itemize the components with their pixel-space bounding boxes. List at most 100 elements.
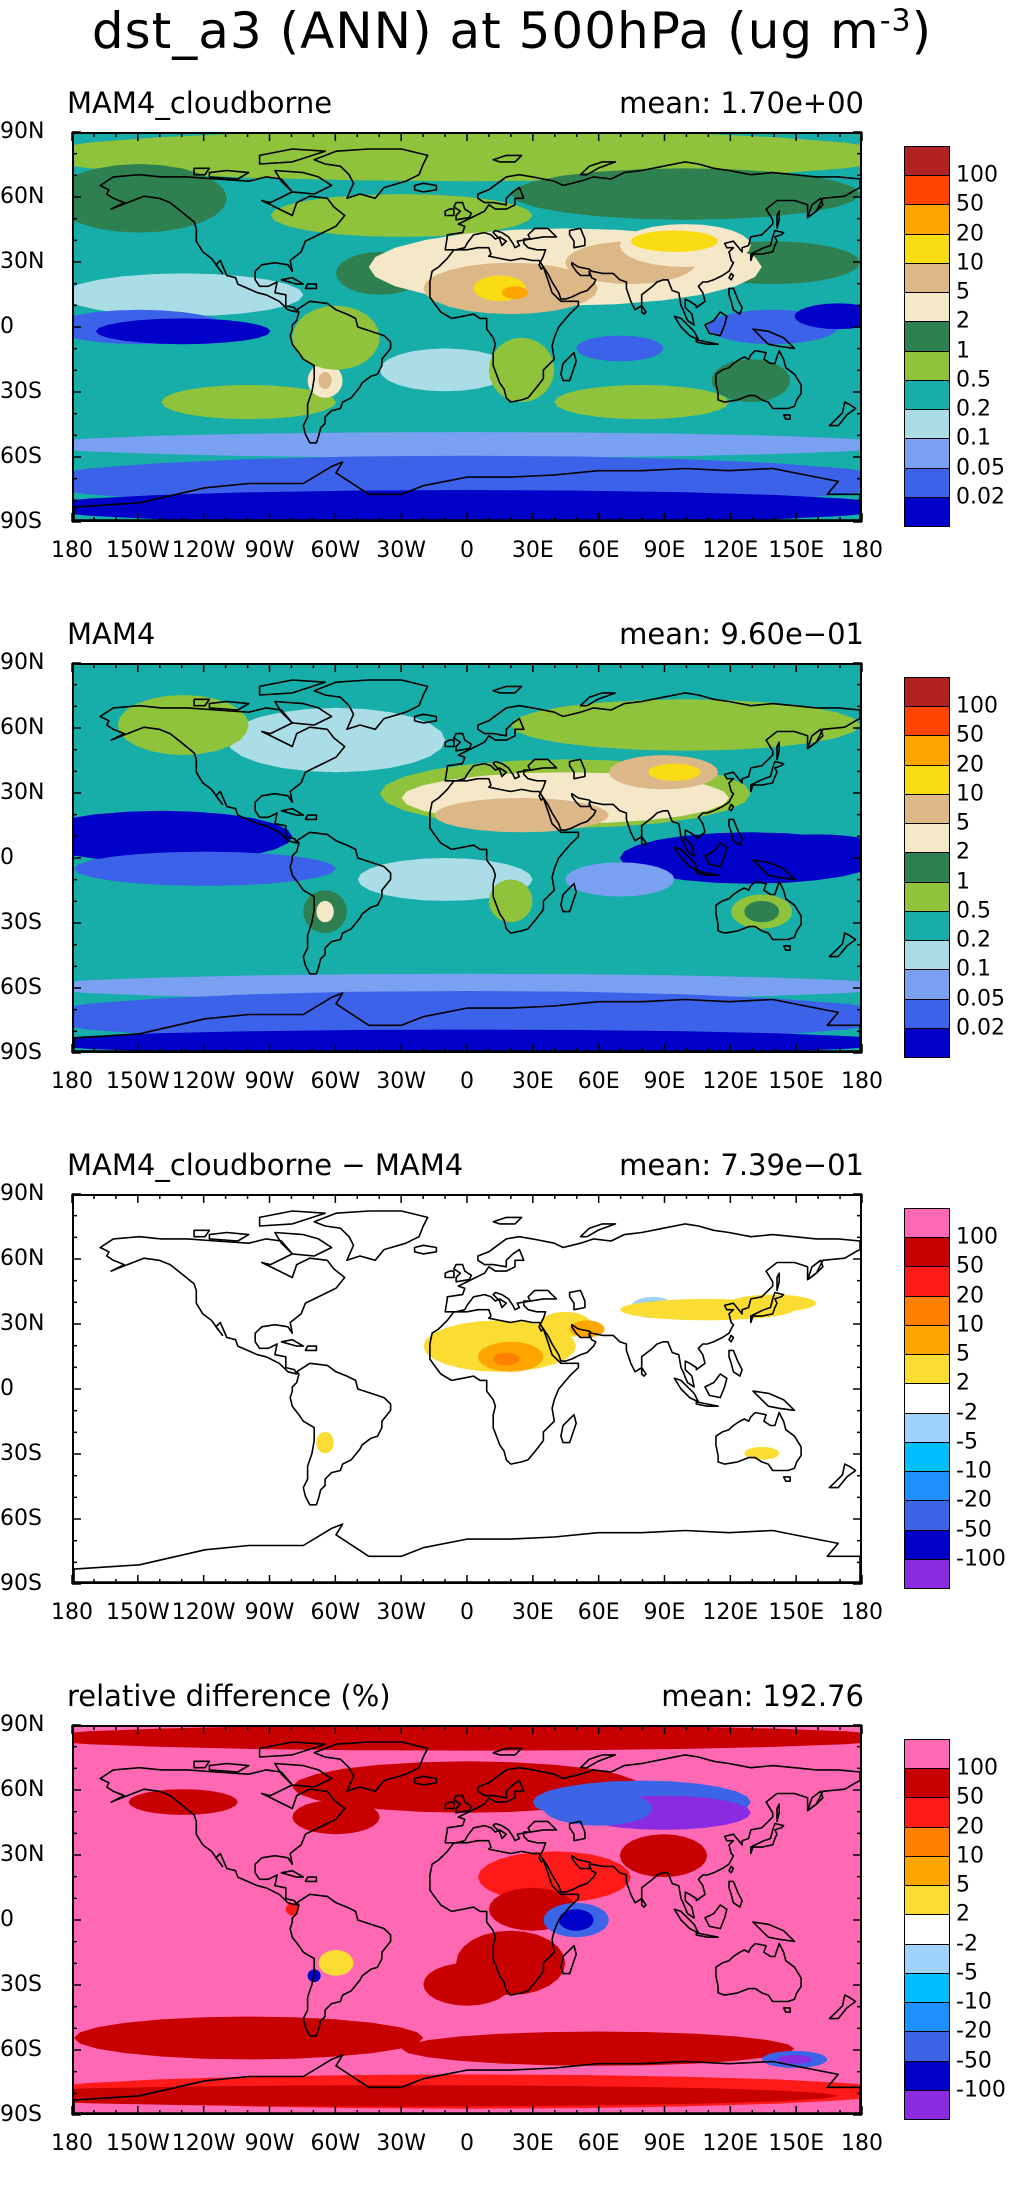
lat-tick-label: 90N [0, 650, 45, 675]
lon-tick-label: 90E [643, 2131, 686, 2156]
coastline-madagascar [560, 1413, 577, 1444]
colorbar-swatch [904, 852, 950, 883]
contour-region [554, 384, 729, 420]
coastline-novaya [579, 1223, 617, 1238]
colorbar-level-label: 5 [956, 1872, 970, 1898]
coastline-sakhalin [776, 741, 780, 761]
colorbar-level-label: -2 [956, 1931, 978, 1957]
lon-tick-label: 30W [376, 2131, 427, 2156]
lon-tick-label: 30W [376, 1069, 427, 1094]
contour-region [316, 1431, 334, 1454]
coastline-newzealand [828, 1463, 857, 1489]
colorbar-swatch [904, 1529, 950, 1560]
colorbar-level-label: 0.02 [956, 484, 1005, 510]
colorbar-swatch [904, 1324, 950, 1356]
lon-tick-label: 90E [643, 538, 686, 563]
coastline-kamchatka [806, 1790, 824, 1812]
lat-tick-label: 30N [0, 249, 45, 274]
colorbar-swatch [904, 969, 950, 1000]
contour-region [161, 384, 336, 420]
lon-tick-label: 150W [105, 2131, 170, 2156]
coastline-srilanka [640, 835, 647, 846]
contour-region [74, 164, 227, 233]
coastline-ireland [444, 739, 455, 748]
colorbar-swatch [904, 735, 950, 766]
coastline-ellesmere [258, 1210, 326, 1227]
lon-tick-label: 150E [768, 2131, 825, 2156]
coastline-newzealand [828, 1994, 857, 2020]
colorbar-level-label: -10 [956, 1989, 992, 2015]
colorbar-swatch [904, 350, 950, 381]
colorbar-level-label: -20 [956, 2018, 992, 2044]
lon-tick-label: 120W [171, 538, 236, 563]
colorbar-level-label: 0.05 [956, 455, 1005, 481]
lon-tick-label: 120E [702, 538, 759, 563]
coastline-japan [750, 1822, 785, 1855]
lat-tick-label: 90N [0, 1181, 45, 1206]
lon-tick-label: 30W [376, 1600, 427, 1625]
coastline-ellesmere [258, 679, 326, 696]
contour-region [74, 973, 860, 1000]
coastline-java [695, 1401, 719, 1407]
panel-mean: mean: 9.60e−01 [619, 617, 864, 651]
lon-tick-label: 90W [244, 1069, 295, 1094]
lat-tick-label: 60S [0, 1506, 42, 1531]
coastline-tasmania [782, 2007, 791, 2013]
coastline-borneo [704, 1373, 728, 1399]
lat-tick-label: 90S [0, 1571, 42, 1596]
lon-tick-label: 0 [460, 1069, 474, 1094]
lon-tick-label: 30E [511, 1069, 554, 1094]
coastline-cuba [280, 1869, 305, 1878]
colorbar-swatch [904, 1027, 950, 1058]
map-plot-area [72, 1725, 862, 2115]
colorbar-swatch [904, 2089, 950, 2120]
lon-tick-label: 60W [310, 2131, 361, 2156]
colorbar-level-label: 50 [956, 722, 984, 748]
contour-region [74, 1727, 860, 1751]
map-plot-area [72, 132, 862, 522]
colorbar-level-label: 20 [956, 1283, 984, 1309]
colorbar-level-label: 20 [956, 1814, 984, 1840]
colorbar-level-label: 0.1 [956, 425, 991, 451]
coastline-philippines [728, 287, 743, 315]
colorbar-level-label: -5 [956, 1429, 978, 1455]
colorbar-swatch [904, 1768, 950, 1799]
coastline-svalbard [492, 1216, 523, 1225]
lon-tick-label: 60E [577, 1069, 620, 1094]
colorbar-swatch [904, 1972, 950, 2004]
contour-region [648, 763, 701, 781]
lat-tick-label: 60N [0, 1777, 45, 1802]
lat-tick-label: 60N [0, 715, 45, 740]
contour-region [74, 273, 304, 317]
contour-region [744, 1446, 780, 1460]
panel-mam4: MAM4 mean: 9.60e−01 90N 60N 30N 0 30S 60S 90S 180… [0, 615, 1024, 1145]
field-background [74, 1196, 860, 1582]
colorbar-level-label: 0.05 [956, 986, 1005, 1012]
coastline-novaya [579, 161, 617, 176]
coastline-philippines [728, 1880, 743, 1908]
coastline-blacksea [527, 227, 558, 240]
lat-tick-label: 30N [0, 780, 45, 805]
colorbar-level-label: -2 [956, 1400, 978, 1426]
colorbar-swatch [904, 1237, 950, 1268]
lat-tick-label: 60N [0, 1246, 45, 1271]
contour-region [434, 798, 609, 833]
field-map [74, 1727, 860, 2113]
contour-region [270, 194, 533, 237]
coastline-iceland [413, 182, 438, 193]
colorbar-level-label: 5 [956, 1341, 970, 1367]
lat-tick-label: 90S [0, 2102, 42, 2127]
colorbar-level-label: 10 [956, 250, 984, 276]
lat-tick-label: 90N [0, 1712, 45, 1737]
coastline-britain [453, 1263, 473, 1283]
contour-region [558, 1909, 594, 1931]
lon-tick-label: 150W [105, 538, 170, 563]
coastline-victoria [208, 1231, 250, 1242]
colorbar-swatch [904, 321, 950, 352]
panel-difference: MAM4_cloudborne − MAM4 mean: 7.39e−01 90N 6… [0, 1146, 1024, 1676]
coastline-banks [193, 1229, 211, 1238]
lat-tick-label: 30N [0, 1311, 45, 1336]
lon-tick-label: 180 [51, 538, 93, 563]
coastline-sakhalin [776, 1803, 780, 1823]
lon-tick-label: 0 [460, 1600, 474, 1625]
